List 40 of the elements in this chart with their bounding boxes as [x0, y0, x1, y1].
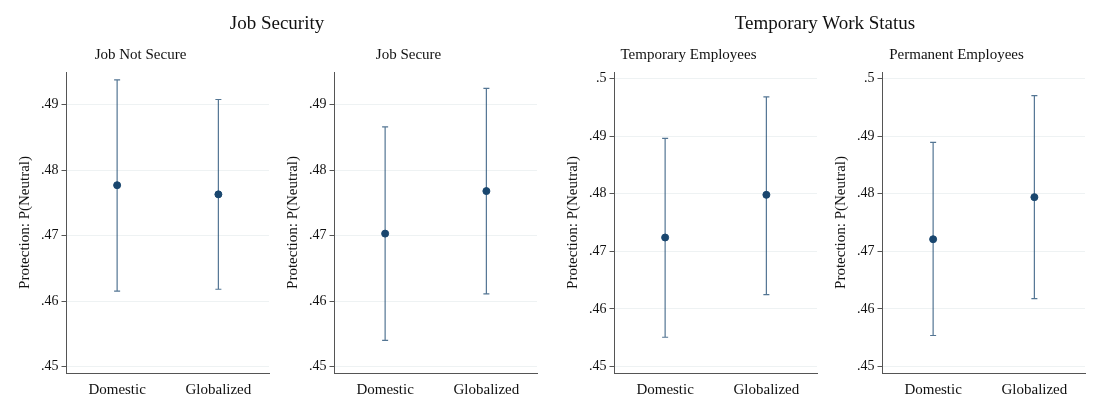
y-tick-label: .47 [41, 227, 59, 243]
x-tick-label: Domestic [356, 380, 415, 397]
y-axis-title: Protection: P(Neutral) [831, 156, 849, 289]
y-axis-title: Protection: P(Neutral) [563, 156, 581, 289]
y-axis-title: Protection: P(Neutral) [283, 156, 301, 289]
y-tick-label: .46 [309, 292, 327, 308]
y-tick-label: .5 [864, 70, 875, 86]
y-tick-label: .45 [589, 358, 607, 374]
y-tick-label: .45 [309, 358, 327, 374]
y-axis-title: Protection: P(Neutral) [15, 156, 33, 289]
chart-subtitle: Temporary Employees [620, 45, 757, 62]
y-tick-label: .48 [589, 185, 607, 201]
x-tick-label: Globalized [185, 380, 252, 397]
y-tick-label: .48 [41, 161, 59, 177]
y-tick-label: .46 [41, 292, 59, 308]
y-tick-label: .49 [589, 127, 607, 143]
y-tick-label: .49 [41, 96, 59, 112]
y-tick-label: .46 [857, 300, 875, 316]
y-tick-label: .47 [309, 227, 327, 243]
y-tick-label: .48 [309, 161, 327, 177]
chart-title: Temporary Work Status [733, 12, 917, 34]
chart-title: Job Security [228, 12, 326, 34]
y-tick-label: .45 [41, 358, 59, 374]
chart-subtitle: Job Secure [375, 45, 442, 62]
chart-subtitle: Job Not Secure [94, 45, 187, 62]
y-tick-label: .49 [857, 127, 875, 143]
x-tick-label: Globalized [1001, 380, 1068, 397]
y-tick-label: .47 [589, 243, 607, 258]
y-tick-label: .46 [589, 300, 607, 316]
y-tick-label: .48 [857, 185, 875, 201]
y-tick-label: .49 [309, 96, 327, 112]
chart-subtitle: Permanent Employees [889, 45, 1024, 62]
x-tick-label: Domestic [88, 380, 147, 397]
x-tick-label: Domestic [904, 380, 963, 397]
x-tick-label: Globalized [453, 380, 520, 397]
y-tick-label: .45 [857, 358, 875, 374]
x-tick-label: Domestic [636, 380, 695, 397]
y-tick-label: .47 [857, 243, 875, 258]
y-tick-label: .5 [596, 70, 607, 86]
x-tick-label: Globalized [733, 380, 800, 397]
